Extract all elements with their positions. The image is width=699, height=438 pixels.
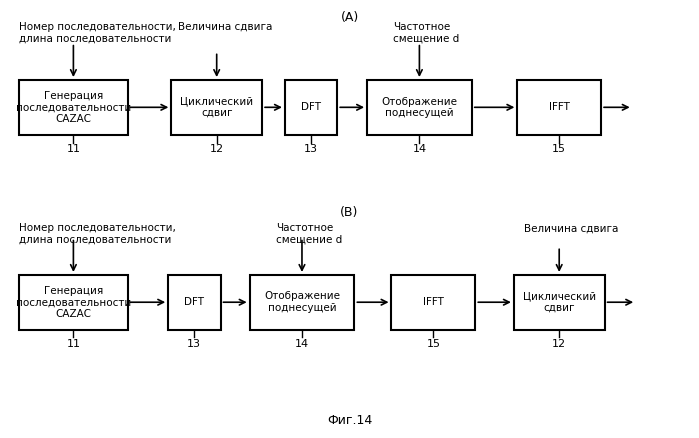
Text: IFFT: IFFT	[423, 297, 444, 307]
Text: Циклический
сдвиг: Циклический сдвиг	[523, 291, 596, 313]
Bar	[250, 275, 354, 329]
Text: Номер последовательности,
длина последовательности: Номер последовательности, длина последов…	[19, 22, 175, 43]
Text: Номер последовательности,
длина последовательности: Номер последовательности, длина последов…	[19, 223, 175, 245]
Text: Генерация
последовательности
CAZAC: Генерация последовательности CAZAC	[16, 91, 131, 124]
Bar	[514, 275, 605, 329]
Text: 13: 13	[304, 145, 318, 154]
Text: 14: 14	[295, 339, 309, 349]
Text: 12: 12	[210, 145, 224, 154]
Text: 14: 14	[412, 145, 426, 154]
Text: 15: 15	[552, 145, 566, 154]
Text: Отображение
поднесущей: Отображение поднесущей	[264, 291, 340, 313]
Bar	[171, 80, 262, 135]
Text: Частотное
смещение d: Частотное смещение d	[276, 223, 343, 245]
Bar	[168, 275, 221, 329]
Text: 11: 11	[66, 145, 80, 154]
Text: Отображение
поднесущей: Отображение поднесущей	[382, 96, 457, 118]
Text: Величина сдвига: Величина сдвига	[178, 22, 273, 32]
Text: 15: 15	[426, 339, 440, 349]
Text: 13: 13	[187, 339, 201, 349]
Text: (A): (A)	[340, 11, 359, 24]
Text: Величина сдвига: Величина сдвига	[524, 223, 619, 233]
Bar	[367, 80, 472, 135]
Text: (B): (B)	[340, 206, 359, 219]
Text: Фиг.14: Фиг.14	[327, 414, 372, 427]
Bar	[19, 275, 127, 329]
Bar	[19, 80, 127, 135]
Text: DFT: DFT	[185, 297, 204, 307]
Bar	[391, 275, 475, 329]
Text: Частотное
смещение d: Частотное смещение d	[393, 22, 459, 43]
Text: 12: 12	[552, 339, 566, 349]
Text: Генерация
последовательности
CAZAC: Генерация последовательности CAZAC	[16, 286, 131, 319]
Bar	[285, 80, 338, 135]
Text: Циклический
сдвиг: Циклический сдвиг	[180, 96, 253, 118]
Bar	[517, 80, 601, 135]
Text: 11: 11	[66, 339, 80, 349]
Text: DFT: DFT	[301, 102, 321, 112]
Text: IFFT: IFFT	[549, 102, 570, 112]
